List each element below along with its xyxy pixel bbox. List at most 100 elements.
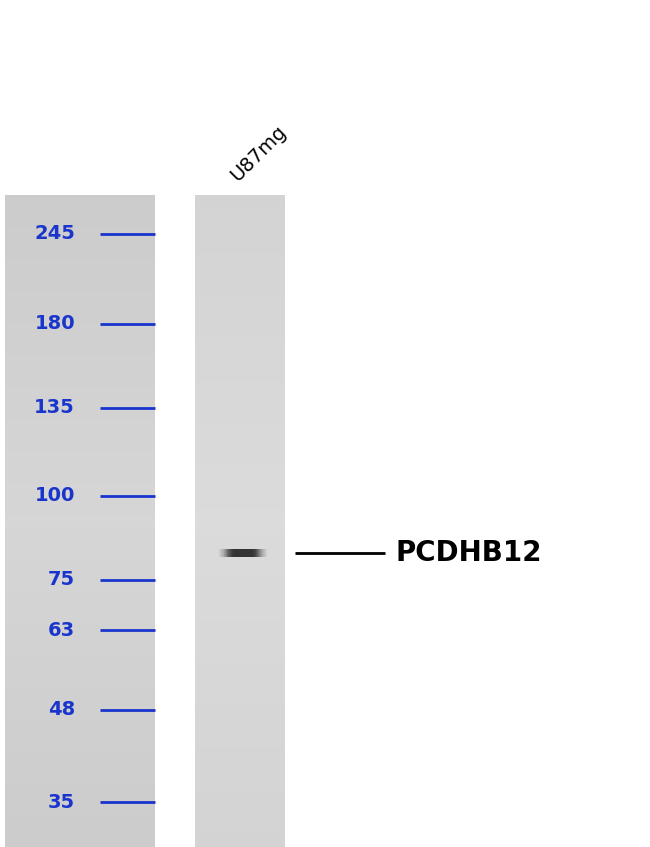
Text: PCDHB12: PCDHB12 [395,540,541,567]
Bar [254,550,257,557]
Bar [250,550,254,557]
Bar [233,550,237,557]
Text: 75: 75 [48,570,75,589]
Bar [258,550,261,557]
Bar [239,550,242,557]
Bar [220,550,224,557]
Text: 48: 48 [47,700,75,719]
Bar [265,550,268,557]
Bar [227,550,229,557]
Bar [254,550,257,557]
Bar [224,550,227,557]
Bar [249,550,252,557]
Bar [237,550,240,557]
Bar [238,550,241,557]
Bar [259,550,261,557]
Bar [255,550,259,557]
Bar [237,550,240,557]
Bar [255,550,258,557]
Bar [248,550,251,557]
Bar [263,550,266,557]
Bar [224,550,227,557]
Bar [234,550,237,557]
Bar [260,550,263,557]
Bar [244,550,247,557]
Bar [236,550,239,557]
Text: 245: 245 [34,224,75,243]
Bar [237,550,240,557]
Bar [257,550,259,557]
Bar [264,550,267,557]
Bar [235,550,237,557]
Bar [247,550,250,557]
Bar [236,550,239,557]
Bar [218,550,222,557]
Text: 180: 180 [34,314,75,334]
Bar [263,550,266,557]
Bar [243,550,246,557]
Bar [248,550,250,557]
Bar [258,550,261,557]
Bar [219,550,222,557]
Bar [226,550,229,557]
Bar [229,550,232,557]
Bar [219,550,222,557]
Bar [233,550,236,557]
Bar [232,550,235,557]
Bar [229,550,233,557]
Bar [256,550,259,557]
Bar [242,550,245,557]
Text: 135: 135 [34,398,75,418]
Bar [230,550,233,557]
Bar [241,550,244,557]
Bar [222,550,226,557]
Bar [222,550,224,557]
Bar [228,550,231,557]
Bar [245,550,248,557]
Bar [246,550,249,557]
Bar [244,550,248,557]
Bar [220,550,223,557]
Bar [240,550,243,557]
Bar [218,550,221,557]
Bar [249,550,252,557]
Bar [257,550,260,557]
Bar [257,550,260,557]
Bar [244,550,246,557]
Bar [240,550,242,557]
Bar [226,550,228,557]
Text: 63: 63 [48,621,75,640]
Bar [228,550,231,557]
Bar [227,550,230,557]
Bar [261,550,264,557]
Bar [223,550,226,557]
Bar [231,550,233,557]
Bar [220,550,223,557]
Bar [231,550,234,557]
Bar [252,550,255,557]
Text: U87mg: U87mg [227,122,290,185]
Bar [254,550,256,557]
Text: 100: 100 [34,486,75,505]
Bar [260,550,263,557]
Bar [241,550,244,557]
Bar [235,550,238,557]
Bar [248,550,251,557]
Bar [262,550,265,557]
Bar [223,550,226,557]
Bar [253,550,255,557]
Bar [239,550,242,557]
Bar [261,550,265,557]
Bar [253,550,256,557]
Bar [250,550,253,557]
Bar [251,550,254,557]
Bar [263,550,265,557]
Bar [239,550,241,557]
Text: 35: 35 [48,793,75,811]
Bar [5,195,155,847]
Bar [252,550,255,557]
Bar [222,550,225,557]
Bar [221,550,224,557]
Bar [233,550,236,557]
Bar [259,550,263,557]
